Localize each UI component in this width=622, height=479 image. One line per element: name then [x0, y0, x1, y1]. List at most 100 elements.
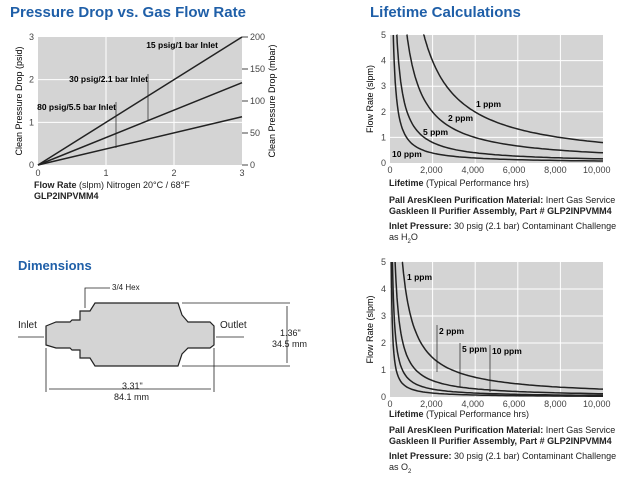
- xlabel-bold: Lifetime: [389, 409, 424, 419]
- y-axis-label: Clean Pressure Drop (psid): [14, 46, 24, 155]
- x-tick-label: 2,000: [420, 165, 443, 175]
- y-axis-label: Flow Rate (slpm): [365, 295, 375, 363]
- y2-tick-label: 0: [250, 160, 255, 170]
- y-axis-label: Flow Rate (slpm): [365, 65, 375, 133]
- lifetime2-xlabel: Lifetime (Typical Performance hrs): [389, 409, 529, 419]
- height-dimension: [182, 302, 290, 367]
- height-in: 1.36": [280, 328, 301, 338]
- series-label: 2 ppm: [448, 113, 473, 123]
- length-in: 3.31": [122, 381, 143, 391]
- y-tick-label: 0: [29, 160, 34, 170]
- series-label: 5 ppm: [423, 127, 448, 137]
- series-curve: [392, 34, 603, 162]
- note-sub: 2: [408, 468, 412, 475]
- y-tick-label: 5: [381, 257, 386, 267]
- plot-area-2: [390, 35, 603, 163]
- xlabel-bold: Flow Rate: [34, 180, 77, 190]
- series-line: [37, 116, 243, 166]
- x-tick-label: 6,000: [503, 399, 526, 409]
- note-material: Inert Gas Service: [543, 195, 616, 205]
- note1: Pall AresKleen Purification Material: In…: [389, 195, 616, 248]
- note-material-label: Pall AresKleen Purification Material:: [389, 195, 544, 205]
- lifetime1-xlabel: Lifetime (Typical Performance hrs): [389, 178, 529, 188]
- x-tick-label: 0: [387, 399, 392, 409]
- x-tick-label: 4,000: [461, 399, 484, 409]
- note-pressure-label: Inlet Pressure:: [389, 221, 452, 231]
- note-sub: 2: [407, 238, 411, 245]
- length-dimension: [45, 348, 215, 392]
- note-pressure-label: Inlet Pressure:: [389, 451, 452, 461]
- length-mm: 84.1 mm: [114, 392, 150, 402]
- y-tick-label: 2: [381, 338, 386, 348]
- series-curve: [406, 34, 604, 154]
- xlabel-rest: (Typical Performance hrs): [423, 178, 530, 188]
- pressure-xlabel: Flow Rate (slpm) Nitrogen 20°C / 68°F: [34, 180, 190, 190]
- note-pressure: 30 psig (2.1 bar) Contaminant Challenge: [451, 221, 617, 231]
- x-tick-label: 4,000: [461, 165, 484, 175]
- x-tick-label: 1: [103, 168, 108, 178]
- series-line: [37, 36, 243, 166]
- y-tick-label: 0: [381, 392, 386, 402]
- hex-leader: [84, 287, 110, 308]
- y-tick-label: 1: [381, 365, 386, 375]
- y2-tick-label: 50: [250, 128, 260, 138]
- y-tick-label: 0: [381, 158, 386, 168]
- x-tick-label: 10,000: [583, 165, 611, 175]
- y2-tick-label: 200: [250, 32, 265, 42]
- plot-area-3: [390, 262, 603, 397]
- note-material: Inert Gas Service: [543, 425, 616, 435]
- y-tick-label: 3: [381, 311, 386, 321]
- dimensions-title: Dimensions: [18, 258, 92, 273]
- note-challenge: as O: [389, 462, 409, 472]
- series-label: 80 psig/5.5 bar Inlet: [37, 102, 116, 112]
- note2: Pall AresKleen Purification Material: In…: [389, 425, 616, 478]
- series-curve: [391, 261, 603, 397]
- note-assembly: Gaskleen II Purifier Assembly, Part # GL…: [389, 206, 612, 216]
- y-tick-label: 3: [29, 32, 34, 42]
- purifier-body: [45, 302, 215, 367]
- series-label: 1 ppm: [476, 99, 501, 109]
- x-tick-label: 2,000: [420, 399, 443, 409]
- outlet-label: Outlet: [220, 320, 247, 331]
- x-tick-label: 10,000: [583, 399, 611, 409]
- series-curve: [390, 261, 603, 397]
- series-curve: [401, 261, 604, 390]
- series-label: 10 ppm: [392, 149, 422, 159]
- series-curve: [394, 261, 603, 395]
- y-tick-label: 3: [381, 81, 386, 91]
- series-label: 30 psig/2.1 bar Inlet: [69, 74, 148, 84]
- y-tick-label: 1: [29, 117, 34, 127]
- y2-axis-label: Clean Pressure Drop (mbar): [267, 44, 277, 157]
- x-tick-label: 8,000: [544, 399, 567, 409]
- y2-tick-label: 150: [250, 64, 265, 74]
- inlet-label: Inlet: [18, 320, 37, 331]
- series-label: 5 ppm: [462, 344, 487, 354]
- y-tick-label: 4: [381, 56, 386, 66]
- x-tick-label: 8,000: [544, 165, 567, 175]
- x-tick-label: 2: [171, 168, 176, 178]
- note-material-label: Pall AresKleen Purification Material:: [389, 425, 544, 435]
- height-mm: 34.5 mm: [272, 339, 308, 349]
- y-tick-label: 4: [381, 284, 386, 294]
- xlabel-bold: Lifetime: [389, 178, 424, 188]
- x-tick-label: 0: [387, 165, 392, 175]
- pressure-subtitle: GLP2INPVMM4: [34, 191, 99, 201]
- y-tick-label: 2: [29, 75, 34, 85]
- y-tick-label: 2: [381, 107, 386, 117]
- series-curve: [423, 34, 604, 144]
- hex-label: 3/4 Hex: [112, 283, 140, 292]
- series-label: 10 ppm: [492, 346, 522, 356]
- note-assembly: Gaskleen II Purifier Assembly, Part # GL…: [389, 436, 612, 446]
- note-pressure: 30 psig (2.1 bar) Contaminant Challenge: [451, 451, 617, 461]
- x-tick-label: 3: [239, 168, 244, 178]
- lifetime-title: Lifetime Calculations: [370, 4, 521, 21]
- xlabel-rest: (slpm) Nitrogen 20°C / 68°F: [76, 180, 190, 190]
- note-challenge: as H: [389, 232, 408, 242]
- y-tick-label: 1: [381, 132, 386, 142]
- y-tick-label: 5: [381, 30, 386, 40]
- series-label: 1 ppm: [407, 272, 432, 282]
- y2-tick-label: 100: [250, 96, 265, 106]
- series-line: [37, 81, 243, 166]
- x-tick-label: 6,000: [503, 165, 526, 175]
